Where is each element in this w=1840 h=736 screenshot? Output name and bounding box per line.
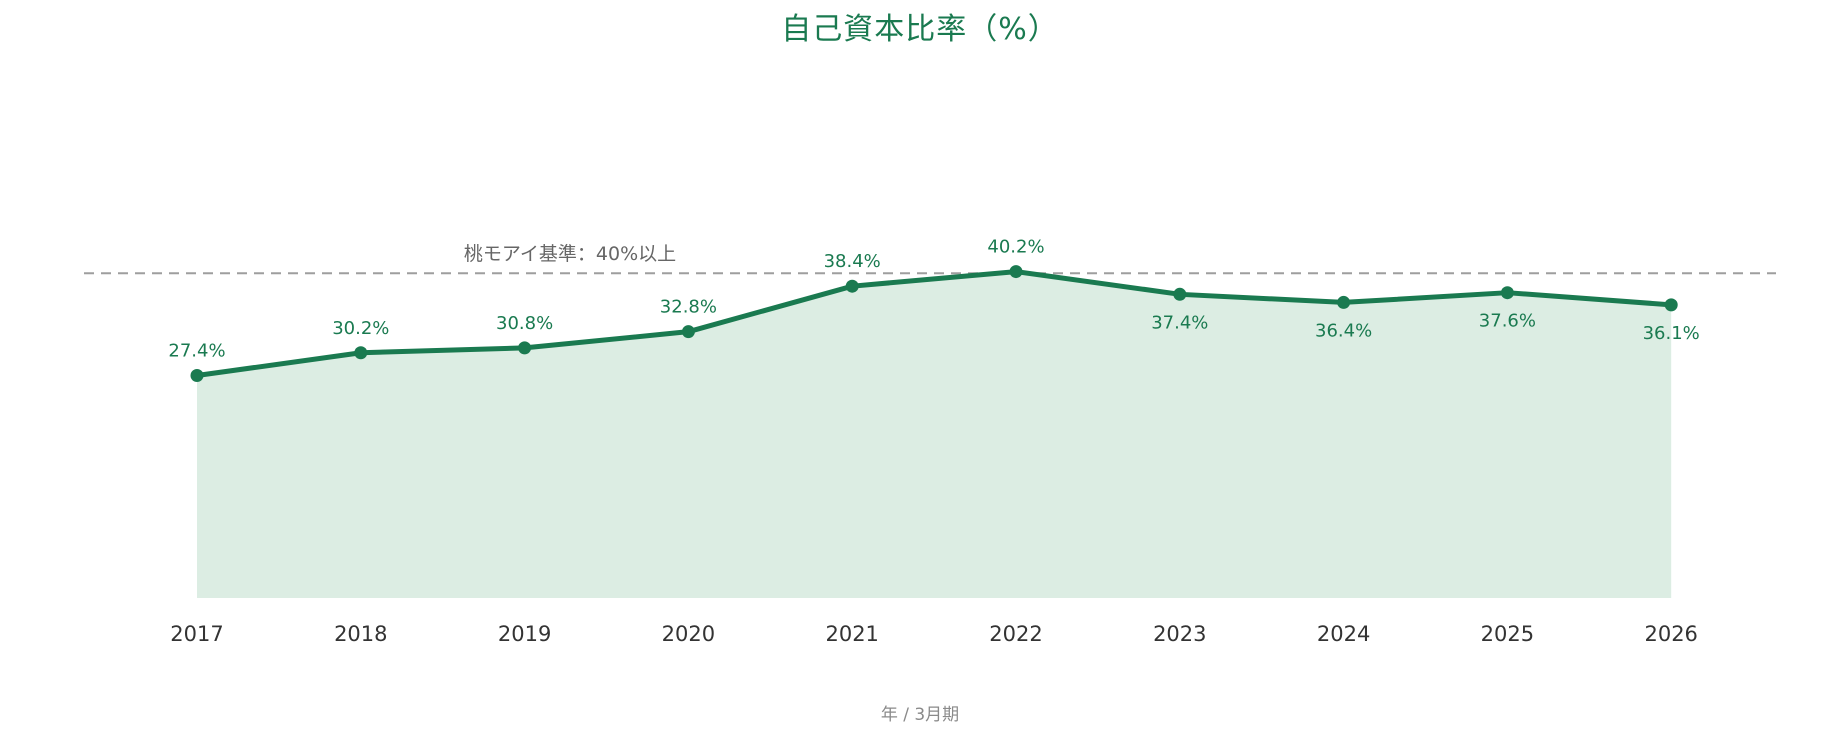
data-label-2022: 40.2% (987, 237, 1044, 258)
x-tick-label-2025: 2025 (1481, 622, 1534, 646)
data-point-2020 (681, 325, 695, 339)
x-tick-label-2024: 2024 (1317, 622, 1370, 646)
data-point-2018 (354, 346, 368, 360)
reference-label: 桃モアイ基準：40%以上 (464, 243, 676, 265)
x-tick-label-2022: 2022 (989, 622, 1042, 646)
x-tick-label-2020: 2020 (662, 622, 715, 646)
data-label-2023: 37.4% (1151, 312, 1208, 333)
data-point-2024 (1337, 295, 1351, 309)
data-point-2019 (518, 341, 532, 355)
x-tick-label-2023: 2023 (1153, 622, 1206, 646)
x-tick-label-2018: 2018 (334, 622, 387, 646)
x-axis-title: 年 / 3月期 (880, 705, 960, 725)
series-line (194, 269, 1674, 379)
chart-title: 自己資本比率（%） (781, 12, 1059, 47)
data-label-2017: 27.4% (168, 341, 225, 362)
data-label-2025: 37.6% (1479, 311, 1536, 332)
data-point-2022 (1009, 265, 1023, 279)
data-label-2020: 32.8% (660, 297, 717, 318)
data-label-2018: 30.2% (332, 318, 389, 339)
data-point-2025 (1500, 286, 1514, 300)
area-fill (197, 271, 1672, 598)
x-tick-label-2026: 2026 (1644, 622, 1697, 646)
data-label-2024: 36.4% (1315, 320, 1372, 341)
data-label-2021: 38.4% (824, 251, 881, 272)
data-label-2026: 36.1% (1643, 323, 1700, 344)
data-point-2026 (1664, 298, 1678, 312)
x-tick-label-2017: 2017 (170, 622, 223, 646)
x-tick-label-2021: 2021 (825, 622, 878, 646)
data-label-2019: 30.8% (496, 313, 553, 334)
x-tick-label-2019: 2019 (498, 622, 551, 646)
data-point-2023 (1173, 287, 1187, 301)
data-point-2017 (190, 369, 204, 383)
data-point-2021 (845, 279, 859, 293)
